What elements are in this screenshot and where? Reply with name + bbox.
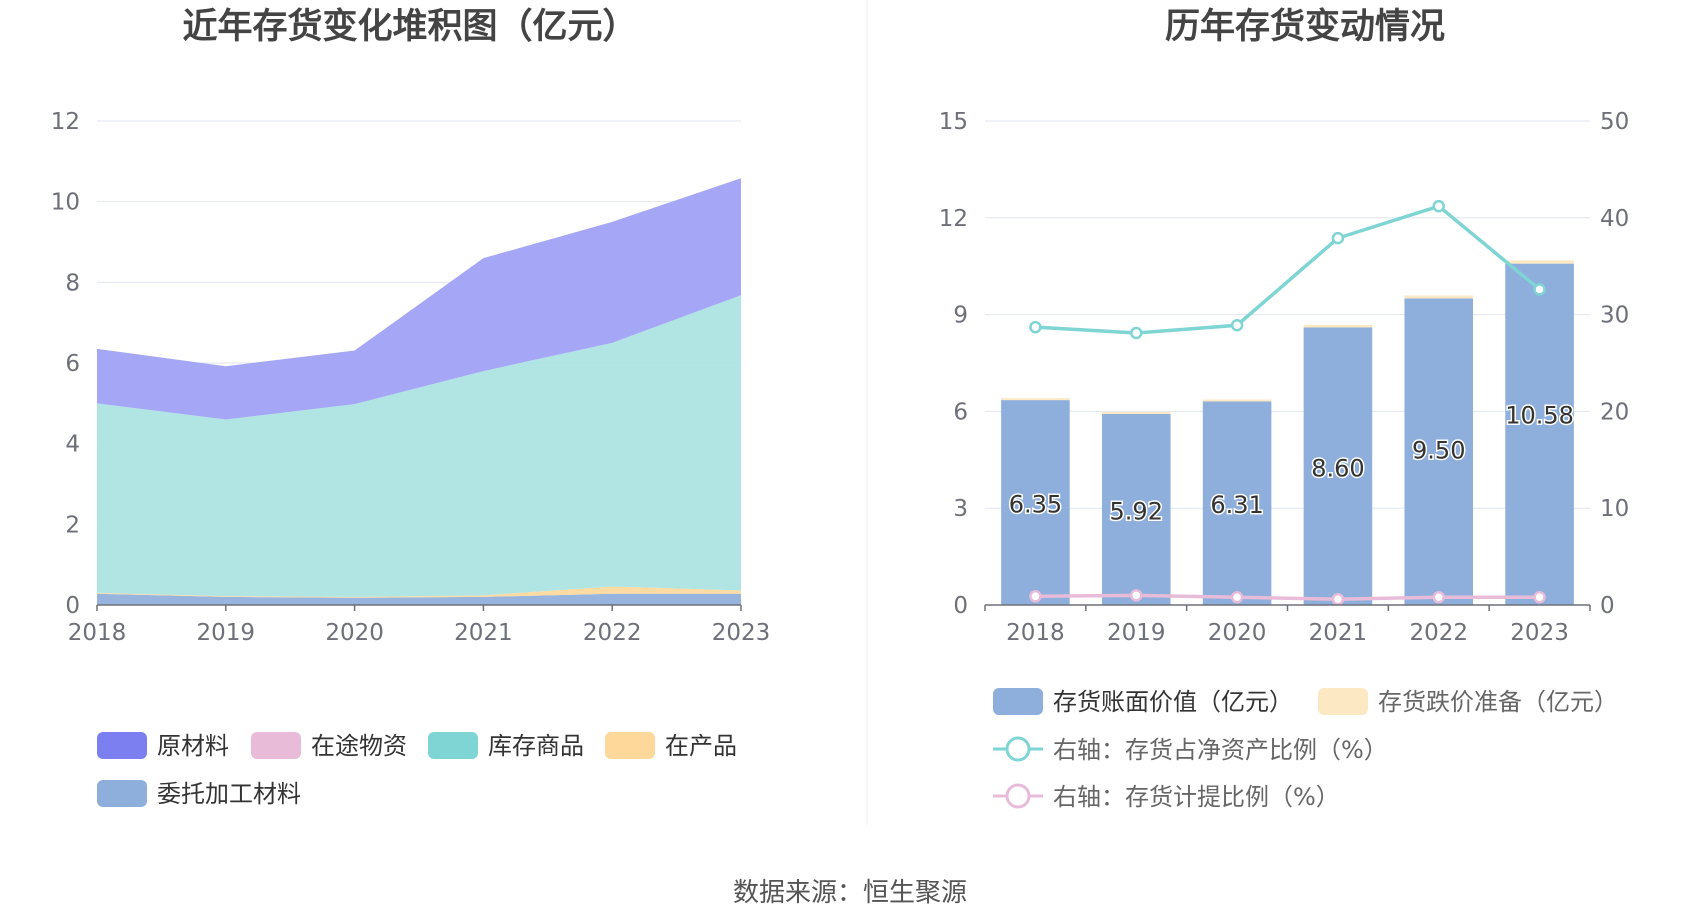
legend-swatch-4[interactable] [97,780,147,807]
bar-provision[interactable] [1404,295,1474,299]
right-axis-tick-label: 40 [1600,206,1629,232]
line-point[interactable] [1130,589,1143,602]
right-x-tick-label: 2019 [1107,620,1166,646]
right-chart-title: 历年存货变动情况 [1165,7,1445,47]
left-y-tick-label: 2 [65,512,80,538]
right-axis-tick-label: 20 [1600,399,1629,425]
bar-value-label: 5.92 [1110,497,1163,525]
stacked-area-chart: 近年存货变化堆积图（亿元） 0 2 4 6 8 10 12 2018 2019 2020 2021… [51,7,771,808]
left-y-tick-label: 0 [65,593,80,619]
line-point[interactable] [1029,590,1042,603]
bar-provision[interactable] [1303,324,1373,328]
left-x-tick-label: 2018 [68,620,127,646]
area-series-0[interactable] [97,593,741,605]
line-point[interactable] [1331,592,1345,606]
legend-line-icon-ratio[interactable] [993,736,1043,762]
bar-provision[interactable] [1505,260,1574,264]
legend-label[interactable]: 在途物资 [311,732,407,760]
left-y-tick-label: 12 [51,109,80,135]
line-series-2[interactable] [1035,204,1541,335]
left-x-tick-label: 2020 [325,620,384,646]
line-point[interactable] [1130,326,1143,340]
line-point[interactable] [1533,283,1546,296]
line-series-3[interactable] [1035,593,1540,601]
bar-provision[interactable] [1001,398,1070,401]
bar-book-value[interactable] [1404,298,1474,605]
left-x-tick-label: 2019 [197,620,256,646]
legend-swatch-provision[interactable] [1318,688,1368,715]
left-y-tick-label: 8 [65,270,80,296]
bar-provision[interactable] [1202,399,1272,402]
left-axis-tick-label: 9 [953,303,968,329]
area-series-2[interactable] [97,295,741,597]
left-axis-tick-label: 0 [953,593,968,619]
line-point[interactable] [1230,591,1244,604]
right-x-tick-label: 2021 [1309,620,1368,646]
bar-value-label: 8.60 [1311,454,1364,482]
line-point[interactable] [1029,320,1042,334]
left-axis-tick-label: 6 [953,399,968,425]
right-axis-tick-label: 50 [1600,109,1629,135]
line-point[interactable] [1230,318,1244,332]
legend-label[interactable]: 右轴：存货占净资产比例（%） [1053,736,1388,764]
left-axis-tick-label: 3 [953,496,968,522]
left-y-tick-label: 10 [51,190,80,216]
legend-swatch-3[interactable] [605,732,655,759]
right-x-tick-label: 2022 [1409,620,1468,646]
left-y-tick-label: 4 [65,432,80,458]
right-axis-tick-label: 30 [1600,303,1629,329]
legend-label[interactable]: 库存商品 [488,732,584,760]
legend-label[interactable]: 委托加工材料 [157,780,301,808]
left-axis-tick-label: 12 [939,206,968,232]
bar-book-value[interactable] [1505,263,1574,605]
legend-label[interactable]: 存货账面价值（亿元） [1053,688,1293,716]
left-x-tick-label: 2022 [583,620,642,646]
legend-swatch-1[interactable] [251,732,301,759]
bar-book-value[interactable] [1202,401,1272,605]
bar-book-value[interactable] [1101,413,1171,605]
legend-label[interactable]: 原材料 [157,732,229,760]
source-note: 数据来源：恒生聚源 [733,878,967,908]
left-chart-title: 近年存货变化堆积图（亿元） [182,7,637,47]
legend-line-icon-provision-ratio[interactable] [993,783,1043,809]
bar-value-label: 10.58 [1505,402,1574,430]
area-series-4[interactable] [97,178,741,420]
left-x-tick-label: 2023 [712,620,771,646]
line-point[interactable] [1331,231,1345,245]
bar-provision[interactable] [1101,412,1171,414]
bar-line-chart: 历年存货变动情况 0 3 6 9 12 15 0 10 20 30 40 50 6.35 5.92 6.3… [939,7,1630,811]
bar-value-label: 9.50 [1412,436,1465,464]
left-axis-tick-label: 15 [939,109,968,135]
legend-label[interactable]: 在产品 [665,732,737,760]
right-axis-tick-label: 0 [1600,593,1615,619]
right-axis-tick-label: 10 [1600,496,1629,522]
line-point[interactable] [1432,199,1445,213]
bar-book-value[interactable] [1001,400,1070,605]
left-x-tick-label: 2021 [454,620,513,646]
legend-swatch-0[interactable] [97,732,147,759]
line-point[interactable] [1432,591,1445,604]
area-series-1[interactable] [97,586,741,598]
left-y-tick-label: 6 [65,351,80,377]
bar-value-label: 6.35 [1009,491,1062,519]
legend-label[interactable]: 存货跌价准备（亿元） [1378,688,1618,716]
right-x-tick-label: 2023 [1510,620,1569,646]
line-point[interactable] [1533,591,1546,604]
legend-swatch-book-value[interactable] [993,688,1043,715]
legend-label[interactable]: 右轴：存货计提比例（%） [1053,783,1340,811]
legend-swatch-2[interactable] [428,732,478,759]
bar-book-value[interactable] [1303,327,1373,605]
right-x-tick-label: 2020 [1208,620,1267,646]
right-x-tick-label: 2018 [1006,620,1065,646]
bar-value-label: 6.31 [1210,491,1263,519]
